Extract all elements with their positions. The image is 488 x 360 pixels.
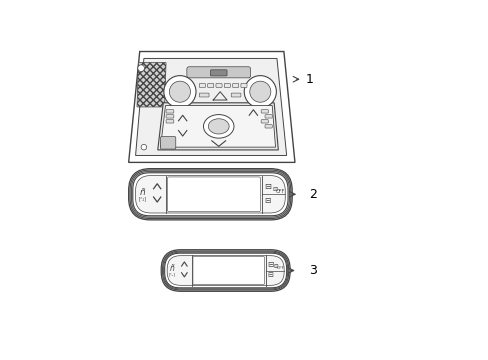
Text: [°₂]: [°₂] [138,197,146,202]
FancyBboxPatch shape [167,256,284,285]
FancyBboxPatch shape [264,125,272,128]
Text: 2: 2 [308,188,316,201]
Circle shape [141,144,146,150]
FancyBboxPatch shape [210,70,226,76]
Text: ⊟: ⊟ [266,273,272,279]
Circle shape [138,65,144,72]
Ellipse shape [208,119,229,134]
FancyBboxPatch shape [133,173,287,216]
Circle shape [249,81,270,102]
Polygon shape [158,103,278,150]
FancyBboxPatch shape [241,84,246,87]
FancyBboxPatch shape [164,253,286,288]
FancyBboxPatch shape [130,170,290,219]
FancyBboxPatch shape [207,84,213,87]
FancyBboxPatch shape [163,251,288,290]
Text: OFF: OFF [275,189,284,194]
Text: ñ: ñ [140,188,145,197]
FancyBboxPatch shape [231,93,241,97]
FancyBboxPatch shape [128,168,292,220]
FancyBboxPatch shape [166,110,173,113]
FancyBboxPatch shape [224,84,230,87]
Text: ñ: ñ [170,264,175,273]
Text: ⊟: ⊟ [264,196,270,205]
Text: [°₂]: [°₂] [168,273,176,277]
Text: OFF: OFF [276,266,284,270]
Circle shape [169,81,190,102]
Polygon shape [135,58,286,156]
Text: ⊟: ⊟ [272,187,277,192]
FancyBboxPatch shape [232,84,238,87]
FancyBboxPatch shape [261,110,268,113]
FancyBboxPatch shape [166,120,173,123]
Polygon shape [128,51,294,162]
FancyBboxPatch shape [163,252,287,289]
Polygon shape [137,63,166,107]
FancyBboxPatch shape [216,84,222,87]
Text: 3: 3 [308,264,316,277]
FancyBboxPatch shape [131,171,289,217]
FancyBboxPatch shape [199,84,205,87]
Text: ⊟: ⊟ [266,260,273,269]
Text: 1: 1 [305,73,313,86]
FancyBboxPatch shape [135,176,285,213]
FancyBboxPatch shape [261,120,268,123]
Text: ⊟: ⊟ [273,264,278,269]
FancyBboxPatch shape [199,93,208,97]
Ellipse shape [203,114,233,138]
FancyBboxPatch shape [160,136,175,149]
FancyBboxPatch shape [161,250,289,291]
Circle shape [244,76,276,108]
FancyBboxPatch shape [166,115,173,118]
FancyBboxPatch shape [264,115,272,118]
Polygon shape [160,105,275,147]
Circle shape [163,76,196,108]
Text: ⊟: ⊟ [263,182,270,191]
FancyBboxPatch shape [193,257,264,284]
FancyBboxPatch shape [186,67,250,78]
FancyBboxPatch shape [167,177,260,212]
